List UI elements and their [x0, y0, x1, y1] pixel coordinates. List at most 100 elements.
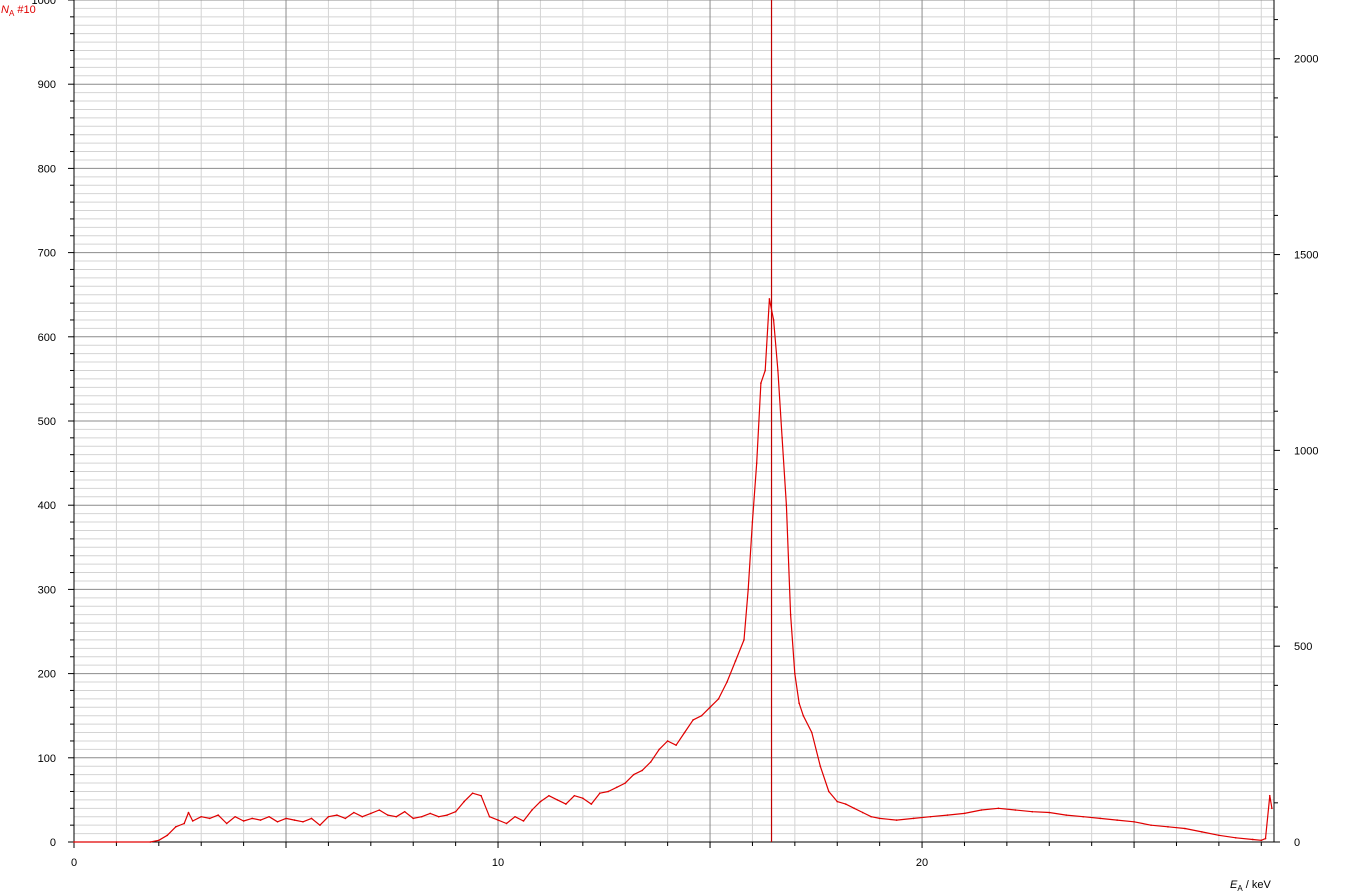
data-point — [539, 800, 542, 803]
data-point — [310, 817, 313, 820]
spectrum-series-line — [74, 298, 1273, 843]
data-point — [319, 824, 321, 826]
data-point — [844, 803, 847, 805]
x-axis-ticks: 0 10 20 — [71, 842, 1262, 869]
data-point — [760, 382, 762, 384]
y-tick-label: 800 — [38, 163, 56, 175]
y-tick-label: 400 — [38, 500, 56, 512]
data-point — [158, 839, 160, 842]
data-point — [1271, 807, 1273, 810]
data-point — [565, 803, 567, 805]
data-point — [785, 504, 788, 507]
data-point — [573, 794, 576, 797]
data-point — [743, 639, 745, 641]
y-tick-label: 600 — [38, 332, 56, 344]
data-point — [454, 810, 457, 813]
data-point — [200, 815, 203, 818]
spectrum-points — [73, 298, 1273, 843]
y-tick-label: 100 — [38, 753, 56, 765]
x-tick-label: 20 — [916, 857, 928, 869]
data-point — [624, 782, 627, 784]
data-point — [420, 815, 423, 818]
data-point — [73, 841, 75, 843]
data-point — [378, 809, 381, 811]
data-point — [344, 817, 347, 820]
data-point — [929, 815, 932, 818]
data-point — [514, 815, 516, 818]
data-point — [734, 660, 737, 662]
data-point — [395, 815, 398, 818]
data-point — [997, 807, 1000, 810]
data-point — [615, 786, 618, 789]
data-point — [798, 702, 800, 704]
data-point — [225, 822, 228, 825]
y-tick-label: 900 — [38, 79, 56, 91]
data-point — [285, 817, 287, 820]
data-point — [548, 794, 550, 797]
data-point — [251, 817, 253, 820]
data-point — [692, 719, 694, 721]
x-axis-title-symbol: E — [1230, 879, 1238, 891]
data-point — [336, 814, 338, 816]
x-tick-label: 0 — [71, 857, 77, 869]
data-point — [234, 815, 236, 818]
data-point — [1014, 809, 1017, 811]
data-point — [480, 794, 482, 797]
data-point — [802, 714, 805, 717]
data-point — [353, 811, 355, 814]
data-point — [370, 812, 372, 815]
data-point — [276, 820, 279, 823]
y2-tick-label: 1500 — [1294, 250, 1318, 262]
data-point — [853, 807, 856, 810]
data-point — [488, 815, 491, 818]
minor-gridlines — [74, 0, 1274, 842]
data-point — [1260, 839, 1263, 842]
data-point — [649, 761, 652, 763]
x-axis-title: EA / keV — [1230, 879, 1271, 893]
data-point — [641, 769, 643, 772]
data-point — [861, 811, 864, 814]
data-point — [1150, 824, 1152, 826]
data-point — [522, 820, 525, 822]
data-point — [747, 588, 750, 591]
data-point — [1048, 811, 1051, 814]
data-point — [764, 369, 766, 372]
data-point — [912, 817, 915, 820]
data-point — [683, 731, 686, 734]
data-point — [429, 812, 431, 815]
data-point — [166, 834, 169, 837]
data-point — [700, 714, 703, 717]
data-point — [1201, 831, 1203, 833]
data-point — [242, 820, 245, 822]
data-point — [755, 462, 758, 464]
data-point — [1116, 819, 1118, 821]
x-axis-title-suffix: / keV — [1243, 879, 1272, 891]
y-tick-label: 700 — [38, 248, 56, 260]
data-point — [149, 841, 152, 843]
data-point — [412, 817, 415, 820]
data-point — [1099, 817, 1101, 820]
data-point — [1184, 827, 1186, 830]
data-point — [777, 369, 779, 372]
data-point — [598, 792, 601, 794]
y-tick-label: 1000 — [32, 0, 56, 7]
data-point — [1031, 810, 1034, 813]
data-point — [556, 799, 559, 801]
data-point — [302, 820, 304, 823]
data-point — [870, 815, 872, 818]
data-point — [403, 810, 406, 813]
data-point — [946, 814, 949, 816]
y-axis-title-suffix: #10 — [14, 4, 35, 16]
x-tick-label: 10 — [492, 857, 504, 869]
data-point — [781, 437, 783, 439]
data-point — [963, 812, 966, 815]
data-point — [187, 811, 190, 814]
data-point — [1251, 838, 1254, 841]
data-point — [878, 817, 881, 820]
data-point — [183, 822, 186, 825]
y2-tick-label: 1000 — [1294, 445, 1318, 457]
data-point — [789, 613, 792, 616]
y2-tick-label: 2000 — [1294, 54, 1318, 66]
data-point — [726, 681, 728, 683]
